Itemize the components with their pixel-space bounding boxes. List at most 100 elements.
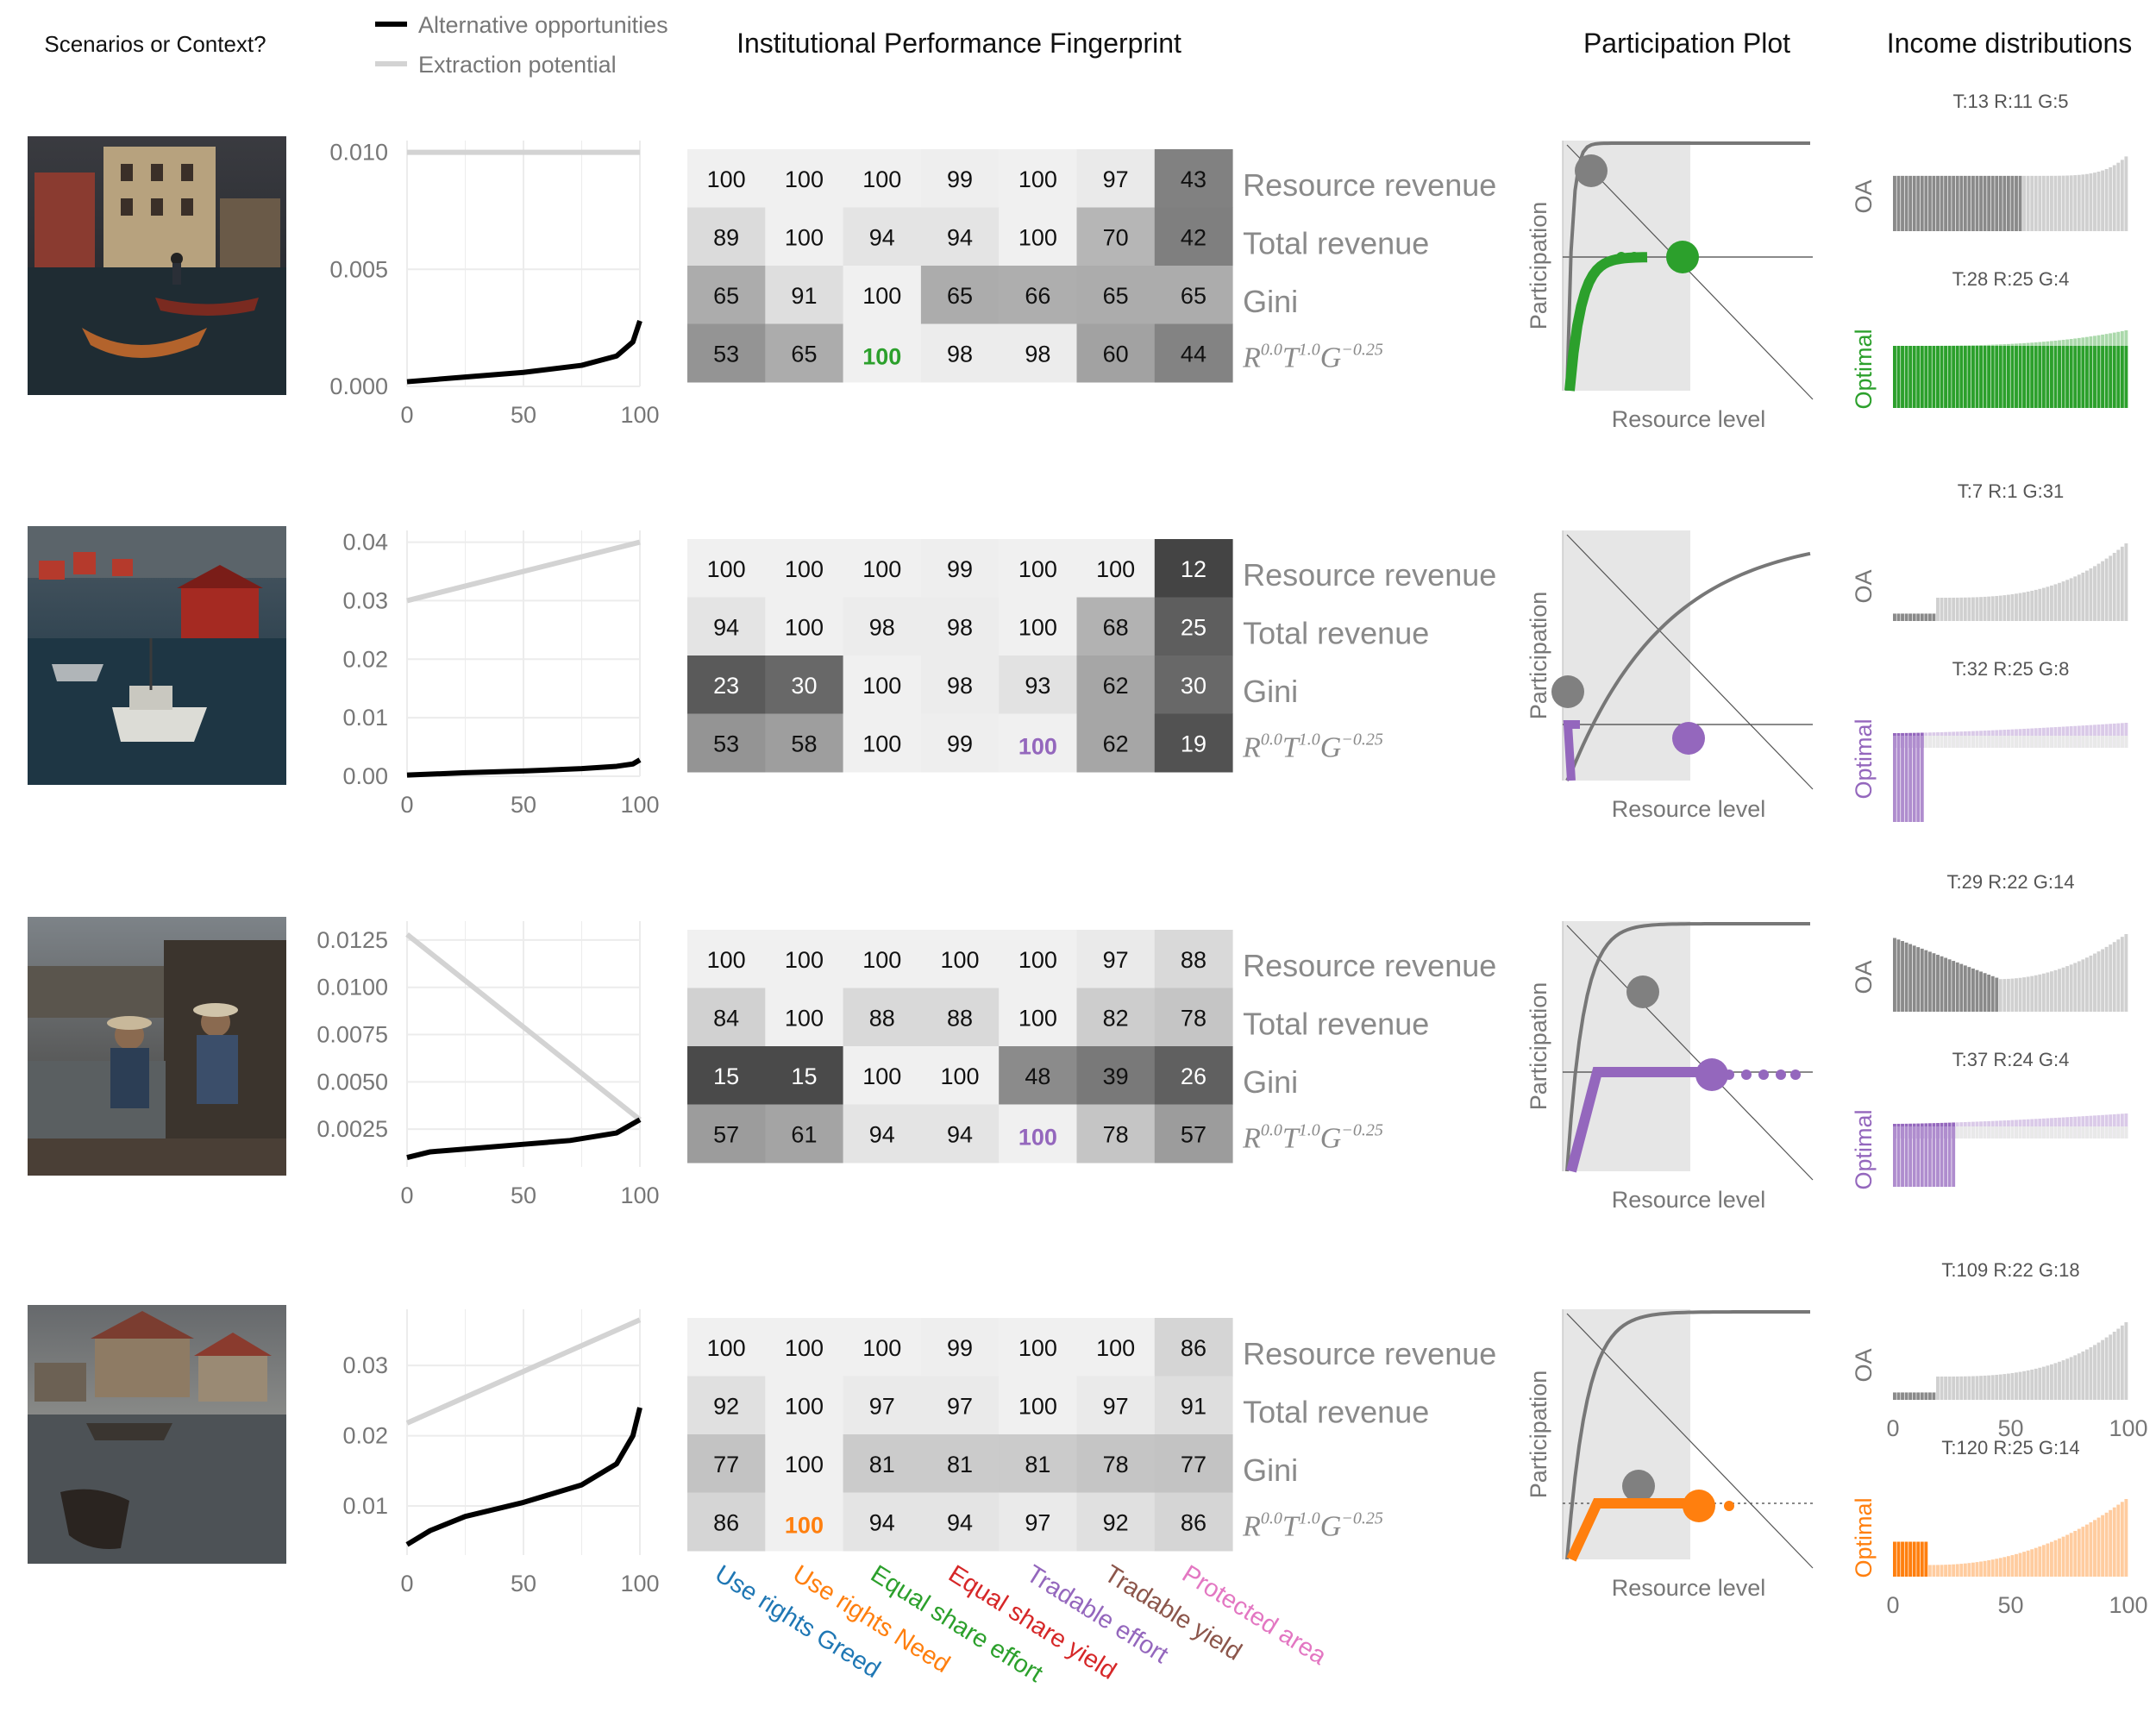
- oa-income-bar: [2120, 546, 2124, 621]
- oa-income-bar: [1990, 175, 1995, 231]
- heatmap-cell: [920, 1492, 1000, 1552]
- optimal-income-baseline: [1944, 736, 1948, 748]
- heatmap-cell: [920, 1104, 1000, 1164]
- oa-income-bar: [2081, 959, 2085, 1012]
- optimal-income-baseline: [2015, 1126, 2018, 1138]
- oa-income-bar: [1952, 961, 1956, 1012]
- opportunity-chart-1: 0.000 0.005 0.010 0 50 100: [329, 140, 659, 428]
- optimal-income-baseline: [1990, 736, 1995, 748]
- x-tick-label: 100: [620, 1182, 659, 1208]
- income-x-tick: 100: [2109, 1592, 2147, 1618]
- oa-label: OA: [1851, 1348, 1877, 1382]
- oa-income-bar: [2010, 978, 2015, 1012]
- y-tick-label: 0.0125: [317, 927, 388, 953]
- x-tick-label: 100: [620, 1571, 659, 1596]
- x-tick-label: 0: [400, 1571, 413, 1596]
- optimal-income-baseline: [2058, 736, 2061, 748]
- heatmap-cell: [1154, 1376, 1233, 1435]
- heatmap-cell: [920, 1434, 1000, 1493]
- oa-income-bar: [2041, 587, 2046, 621]
- y-tick-label: 0.0025: [317, 1116, 388, 1142]
- x-tick-label: 0: [400, 402, 413, 428]
- oa-income-bar: [2058, 175, 2061, 231]
- heatmap-value: 97: [1103, 166, 1129, 192]
- diagonal-line: [1566, 534, 1814, 790]
- heatmap-value: 100: [862, 1063, 901, 1089]
- oa-income-bar: [2089, 173, 2093, 231]
- heatmap-cell: [765, 1046, 844, 1105]
- optimal-income-bar: [1947, 1564, 1952, 1577]
- optimal-income-bar: [2120, 1113, 2124, 1138]
- optimal-income-baseline: [1975, 1126, 1979, 1138]
- heatmap-value: 58: [791, 731, 817, 756]
- oa-income-bar: [1979, 175, 1983, 231]
- optimal-income-bar: [2038, 1546, 2042, 1577]
- optimal-income-baseline: [2038, 736, 2042, 748]
- oa-income-bar: [1924, 950, 1928, 1012]
- optimal-income-bar-negative: [1920, 1126, 1924, 1187]
- heatmap-cell: [999, 266, 1077, 324]
- optimal-income-bar: [2093, 346, 2096, 408]
- optimal-income-bar: [1912, 1541, 1916, 1577]
- heatmap-cell: [1076, 266, 1156, 324]
- heatmap-cell: [920, 149, 1000, 208]
- oa-income-bar: [1947, 597, 1952, 621]
- optimal-income-bar: [2101, 1515, 2105, 1577]
- oa-income-bar: [2101, 561, 2105, 621]
- scenario-row-1: 0.000 0.005 0.010 0 50 100 100 100 100 99 100 97 43 8…: [329, 91, 2128, 432]
- heatmap-value: 61: [791, 1121, 817, 1147]
- optimal-income-bar: [2124, 723, 2128, 748]
- oa-income-bar: [2026, 1370, 2030, 1400]
- heatmap-cell: [1076, 1104, 1156, 1164]
- optimal-income-bar: [2116, 346, 2121, 408]
- heatmap-cell: [687, 149, 766, 208]
- heatmap-cell: [1076, 1046, 1156, 1105]
- oa-income-bar: [1967, 1376, 1971, 1400]
- metric-label: Gini: [1243, 1064, 1298, 1100]
- optimal-income-bar-negative: [1908, 736, 1913, 822]
- optimal-income-bar-negative: [1908, 1126, 1913, 1187]
- oa-income-bar: [1904, 613, 1908, 621]
- oa-income-bar: [2073, 175, 2078, 231]
- heatmap-cell: [1076, 539, 1156, 598]
- optimal-income-baseline: [2124, 736, 2128, 748]
- oa-income-bar: [2096, 1342, 2101, 1400]
- optimal-income-baseline: [1963, 736, 1967, 748]
- oa-income-bar: [1924, 613, 1928, 621]
- heatmap-value: 99: [947, 1335, 973, 1361]
- metric-label: Resource revenue: [1243, 557, 1496, 593]
- oa-income-bar: [1896, 1392, 1901, 1400]
- optimal-income-bar-negative: [1932, 1126, 1936, 1187]
- oa-label: OA: [1851, 569, 1877, 603]
- oa-income-bar: [1916, 947, 1921, 1012]
- oa-income-bar: [1936, 597, 1940, 621]
- heatmap-value: 97: [947, 1393, 973, 1419]
- best-institution-value: 100: [785, 1512, 824, 1538]
- optimal-income-baseline: [2109, 736, 2113, 748]
- optimal-income-baseline: [1952, 736, 1956, 748]
- heatmap-cell: [920, 988, 1000, 1047]
- heatmap-cell: [687, 713, 766, 773]
- heatmap-value: 100: [1096, 1335, 1135, 1361]
- heatmap-cell: [999, 988, 1077, 1047]
- optimal-income-baseline: [2096, 736, 2101, 748]
- objective-function-label: R0.0T1.0G−0.25: [1242, 340, 1383, 373]
- heatmap-value: 94: [869, 224, 895, 250]
- optimal-income-baseline: [1971, 1126, 1975, 1138]
- optimal-income-bar: [2026, 1550, 2030, 1577]
- oa-income-bar: [1893, 938, 1896, 1012]
- heatmap-cell: [843, 1046, 922, 1105]
- oa-income-bar: [2053, 1363, 2058, 1400]
- optimal-income-bar: [1920, 1541, 1924, 1577]
- heatmap-cell: [687, 930, 766, 988]
- heatmap-cell: [1076, 1492, 1156, 1552]
- heatmap-cell: [999, 1492, 1077, 1552]
- oa-income-bar: [1998, 1374, 2002, 1400]
- optimal-income-baseline: [2046, 1126, 2050, 1138]
- heatmap-cell: [765, 1318, 844, 1377]
- optimal-income-bar: [2038, 346, 2042, 408]
- optimal-income-baseline: [2084, 1126, 2089, 1138]
- oa-income-bar: [2112, 553, 2116, 621]
- optimal-income-bar: [2010, 1555, 2015, 1577]
- oa-income-bar: [2010, 593, 2015, 621]
